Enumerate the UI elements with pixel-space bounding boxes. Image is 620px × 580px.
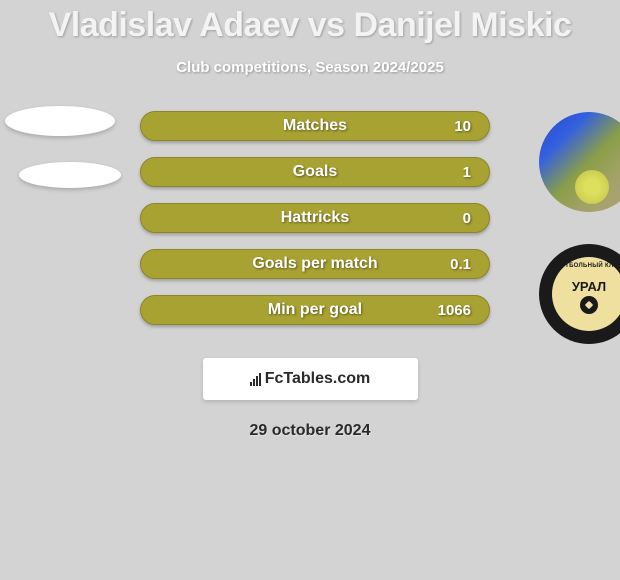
brand-label: FcTables.com	[265, 370, 371, 388]
soccer-ball-icon	[580, 296, 598, 314]
stat-label: Goals per match	[252, 255, 377, 273]
chart-icon	[250, 372, 261, 386]
stat-value: 10	[454, 118, 471, 135]
left-marker-top	[5, 106, 115, 136]
stat-value: 1066	[438, 302, 471, 319]
stat-value: 1	[463, 164, 471, 181]
stat-label: Matches	[283, 117, 347, 135]
stat-label: Min per goal	[268, 301, 362, 319]
subtitle: Club competitions, Season 2024/2025	[0, 59, 620, 76]
club-badge: ФУТБОЛЬНЫЙ КЛУБ УРАЛ	[539, 244, 620, 344]
stat-bar: Matches 10	[140, 111, 490, 141]
stat-label: Goals	[293, 163, 337, 181]
stat-bar: Hattricks 0	[140, 203, 490, 233]
stat-bar: Goals 1	[140, 157, 490, 187]
comparison-area: ФУТБОЛЬНЫЙ КЛУБ УРАЛ Matches 10 Goals 1 Hatt…	[0, 106, 620, 346]
stat-value: 0	[463, 210, 471, 227]
badge-main-text: УРАЛ	[572, 279, 606, 294]
page-title: Vladislav Adaev vs Danijel Miskic	[0, 0, 620, 45]
stat-bars: Matches 10 Goals 1 Hattricks 0 Goals per match…	[140, 111, 490, 341]
stat-label: Hattricks	[281, 209, 349, 227]
badge-arc-text: ФУТБОЛЬНЫЙ КЛУБ	[556, 263, 620, 269]
stat-bar: Min per goal 1066	[140, 295, 490, 325]
stat-value: 0.1	[450, 256, 471, 273]
snapshot-date: 29 october 2024	[0, 422, 620, 440]
player-avatar	[539, 112, 620, 212]
left-marker-bottom	[19, 162, 121, 188]
stat-bar: Goals per match 0.1	[140, 249, 490, 279]
brand-box[interactable]: FcTables.com	[203, 358, 418, 400]
